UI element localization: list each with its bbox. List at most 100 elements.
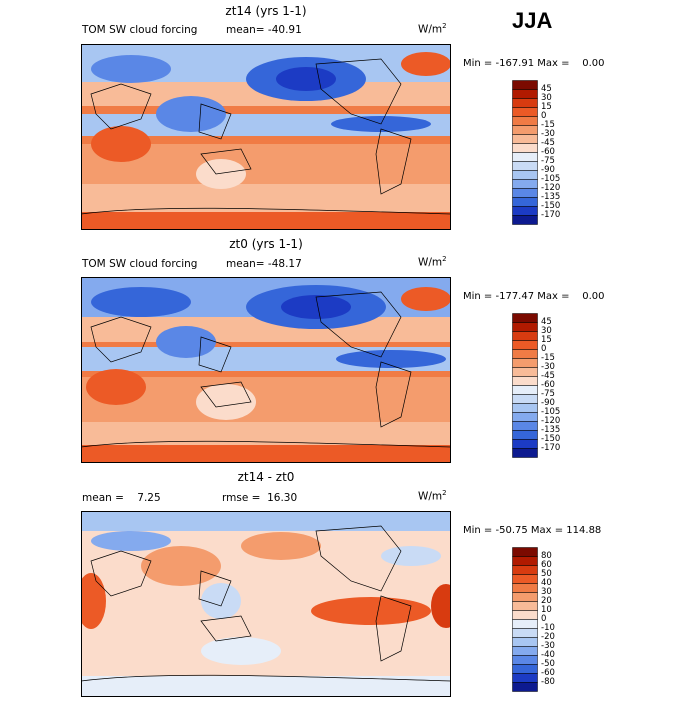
colorbar-tick-label: -80 bbox=[541, 677, 555, 687]
colorbar-swatch bbox=[512, 556, 538, 566]
colorbar-swatch bbox=[512, 349, 538, 359]
colorbar-tick-label: -30 bbox=[541, 641, 555, 651]
colorbar-swatch bbox=[512, 125, 538, 135]
colorbar-tick-label: -170 bbox=[541, 443, 561, 453]
colorbar-tick-label: 15 bbox=[541, 102, 552, 112]
colorbar-svg bbox=[512, 313, 538, 458]
panel-3-map-svg bbox=[81, 511, 451, 697]
panel-3-colorbar: 80 60 50 40 30 20 10 0 -10 -20 -30 -40 -50 -60 -80 bbox=[512, 547, 555, 692]
colorbar-swatch bbox=[512, 619, 538, 629]
panel-1-map-svg bbox=[81, 44, 451, 230]
panel-1-units: W/m2 bbox=[418, 22, 447, 36]
colorbar-tick-label: -50 bbox=[541, 659, 555, 669]
colorbar-swatch bbox=[512, 322, 538, 332]
colorbar-swatch bbox=[512, 170, 538, 180]
colorbar-swatch bbox=[512, 80, 538, 90]
colorbar-tick-label: -150 bbox=[541, 434, 561, 444]
colorbar-tick-label: -90 bbox=[541, 165, 555, 175]
colorbar-swatch bbox=[512, 421, 538, 431]
colorbar-svg bbox=[512, 80, 538, 225]
panel-2-mean: mean= -48.17 bbox=[226, 258, 302, 270]
colorbar-tick-label: -20 bbox=[541, 632, 555, 642]
colorbar-tick-label: -75 bbox=[541, 389, 555, 399]
colorbar-tick-label: 20 bbox=[541, 596, 552, 606]
panel-3-rmse: rmse = 16.30 bbox=[222, 492, 298, 504]
colorbar-swatch bbox=[512, 134, 538, 144]
colorbar-tick-label: -60 bbox=[541, 380, 555, 390]
colorbar-swatch bbox=[512, 637, 538, 647]
colorbar-swatch bbox=[512, 547, 538, 557]
colorbar-swatch bbox=[512, 376, 538, 386]
panel-2-title: zt0 (yrs 1-1) bbox=[229, 237, 303, 251]
colorbar-tick-label: -105 bbox=[541, 174, 561, 184]
colorbar-tick-label: 80 bbox=[541, 551, 552, 561]
colorbar-swatch bbox=[512, 439, 538, 449]
colorbar-swatch bbox=[512, 367, 538, 377]
panel-2-units: W/m2 bbox=[418, 255, 447, 269]
colorbar-tick-label: -75 bbox=[541, 156, 555, 166]
panel-3-minmax: Min = -50.75 Max = 114.88 bbox=[463, 525, 602, 536]
colorbar-tick-label: -120 bbox=[541, 416, 561, 426]
colorbar-swatch bbox=[512, 583, 538, 593]
colorbar-tick-label: -150 bbox=[541, 201, 561, 211]
colorbar-tick-label: -120 bbox=[541, 183, 561, 193]
panel-2-colorbar: 45 30 15 0 -15 -30 -45 -60 -75 -90 -105 -120 -135 -15… bbox=[512, 313, 560, 458]
colorbar-swatch bbox=[512, 98, 538, 108]
panel-1-mean: mean= -40.91 bbox=[226, 24, 302, 36]
colorbar-swatch bbox=[512, 394, 538, 404]
colorbar-tick-label: 0 bbox=[541, 111, 547, 121]
colorbar-swatch bbox=[512, 215, 538, 225]
colorbar-swatch bbox=[512, 646, 538, 656]
colorbar-tick-label: -15 bbox=[541, 120, 555, 130]
colorbar-swatch bbox=[512, 161, 538, 171]
season-label: JJA bbox=[512, 8, 553, 33]
colorbar-tick-label: 60 bbox=[541, 560, 552, 570]
colorbar-swatch bbox=[512, 403, 538, 413]
colorbar-swatch bbox=[512, 601, 538, 611]
colorbar-swatch bbox=[512, 340, 538, 350]
panel-3-mean: mean = 7.25 bbox=[82, 492, 161, 504]
colorbar-tick-label: 15 bbox=[541, 335, 552, 345]
colorbar-tick-label: 30 bbox=[541, 326, 552, 336]
panel-2-field-label: TOM SW cloud forcing bbox=[82, 258, 198, 270]
colorbar-svg bbox=[512, 547, 538, 692]
colorbar-swatch bbox=[512, 628, 538, 638]
panel-2-map bbox=[81, 277, 451, 463]
panel-3-units: W/m2 bbox=[418, 489, 447, 503]
colorbar-tick-label: -30 bbox=[541, 362, 555, 372]
colorbar-swatch bbox=[512, 206, 538, 216]
colorbar-tick-label: 45 bbox=[541, 317, 552, 327]
colorbar-swatch bbox=[512, 655, 538, 665]
colorbar-tick-label: -60 bbox=[541, 147, 555, 157]
colorbar-swatch bbox=[512, 412, 538, 422]
colorbar-swatch bbox=[512, 565, 538, 575]
colorbar-swatch bbox=[512, 574, 538, 584]
colorbar-tick-label: -45 bbox=[541, 138, 555, 148]
colorbar-swatch bbox=[512, 610, 538, 620]
colorbar-tick-label: -90 bbox=[541, 398, 555, 408]
panel-2-minmax: Min = -177.47 Max = 0.00 bbox=[463, 291, 605, 302]
colorbar-swatch bbox=[512, 385, 538, 395]
colorbar-swatch bbox=[512, 116, 538, 126]
colorbar-tick-label: 40 bbox=[541, 578, 552, 588]
colorbar-tick-label: -10 bbox=[541, 623, 555, 633]
colorbar-swatch bbox=[512, 592, 538, 602]
colorbar-swatch bbox=[512, 664, 538, 674]
panel-1-colorbar: 45 30 15 0 -15 -30 -45 -60 -75 -90 -105 -120 -135 -15… bbox=[512, 80, 560, 225]
panel-1-title: zt14 (yrs 1-1) bbox=[225, 4, 307, 18]
colorbar-tick-label: 45 bbox=[541, 84, 552, 94]
panel-1-map bbox=[81, 44, 451, 230]
colorbar-tick-label: -60 bbox=[541, 668, 555, 678]
colorbar-tick-label: -15 bbox=[541, 353, 555, 363]
colorbar-tick-label: -170 bbox=[541, 210, 561, 220]
panel-1-field-label: TOM SW cloud forcing bbox=[82, 24, 198, 36]
panel-1-minmax: Min = -167.91 Max = 0.00 bbox=[463, 58, 605, 69]
colorbar-tick-label: -135 bbox=[541, 192, 561, 202]
colorbar-swatch bbox=[512, 448, 538, 458]
colorbar-tick-label: 30 bbox=[541, 587, 552, 597]
colorbar-tick-label: -45 bbox=[541, 371, 555, 381]
colorbar-tick-label: -30 bbox=[541, 129, 555, 139]
panel-3-map bbox=[81, 511, 451, 697]
colorbar-swatch bbox=[512, 188, 538, 198]
colorbar-tick-label: -135 bbox=[541, 425, 561, 435]
